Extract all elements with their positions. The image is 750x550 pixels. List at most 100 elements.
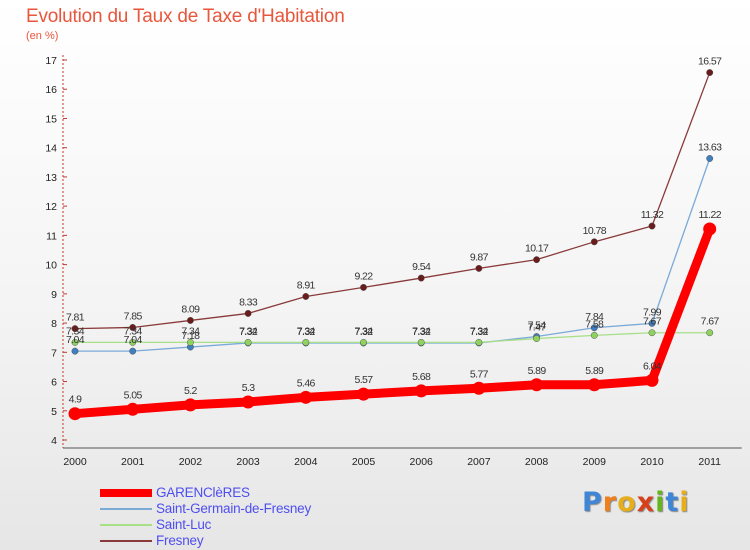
- logo-letter: P: [582, 487, 603, 518]
- data-point: [126, 402, 140, 416]
- data-point: [241, 395, 255, 409]
- series-line: [70, 224, 715, 419]
- data-point: [648, 222, 656, 230]
- x-tick-label: 2010: [640, 456, 664, 468]
- data-label: 7.58: [585, 318, 604, 330]
- y-tick-label: 12: [45, 201, 57, 213]
- legend-swatch: [100, 489, 152, 497]
- y-tick-label: 13: [45, 172, 57, 184]
- data-point: [71, 347, 79, 355]
- legend-swatch: [100, 524, 152, 526]
- data-point: [706, 69, 714, 77]
- data-label: 11.32: [641, 209, 664, 221]
- legend-label: Fresney: [156, 533, 204, 548]
- data-point: [129, 324, 137, 331]
- data-label: 7.99: [643, 306, 662, 318]
- data-label: 7.32: [297, 326, 316, 338]
- x-tick-label: 2005: [352, 456, 376, 468]
- data-label: 10.17: [525, 243, 549, 255]
- data-point: [360, 283, 367, 291]
- data-point: [244, 309, 252, 317]
- y-tick-label: 11: [46, 230, 57, 242]
- data-point: [648, 329, 656, 337]
- x-tick-label: 2003: [236, 456, 260, 468]
- legend-label: Saint-Germain-de-Fresney: [156, 501, 312, 516]
- y-tick-label: 9: [51, 289, 57, 301]
- logo-letter: r: [602, 487, 618, 518]
- data-label: 7.04: [66, 334, 85, 346]
- data-point: [590, 324, 598, 332]
- data-label: 7.32: [470, 326, 489, 338]
- chart-title: Evolution du Taux de Taxe d'Habitation: [26, 6, 345, 27]
- data-label: 4.9: [69, 394, 83, 406]
- proxiti-logo: Proxiti: [582, 487, 690, 518]
- data-label: 13.63: [698, 142, 722, 154]
- x-tick-label: 2009: [583, 456, 607, 468]
- x-tick-label: 2006: [410, 456, 434, 468]
- legend-swatch: [100, 540, 152, 542]
- data-point: [186, 338, 194, 346]
- data-point: [414, 384, 428, 398]
- data-label: 5.05: [124, 389, 143, 401]
- data-point: [68, 407, 82, 421]
- series-line: [74, 71, 711, 330]
- data-label: 5.57: [354, 374, 373, 386]
- data-label: 6.04: [643, 360, 662, 372]
- data-label: 7.67: [643, 316, 662, 328]
- logo-letter: i: [655, 487, 666, 518]
- y-tick-label: 15: [45, 113, 57, 125]
- legend-label: Saint-Luc: [156, 517, 212, 532]
- data-label: 7.34: [66, 325, 85, 337]
- data-label: 7.18: [181, 330, 200, 342]
- data-point: [590, 238, 598, 246]
- data-label: 9.54: [412, 261, 431, 273]
- data-point: [244, 338, 252, 346]
- data-point: [648, 319, 656, 327]
- data-point: [706, 329, 714, 337]
- data-label: 8.33: [239, 296, 258, 308]
- series-line: [74, 157, 711, 352]
- data-label: 7.34: [470, 325, 489, 337]
- data-label: 5.77: [470, 368, 489, 380]
- data-label: 8.09: [181, 303, 200, 315]
- y-tick-label: 5: [51, 406, 57, 418]
- data-point: [129, 338, 137, 346]
- x-tick-label: 2011: [698, 456, 721, 468]
- logo-letter: t: [665, 487, 680, 518]
- logo-letter: i: [679, 487, 690, 518]
- data-label: 5.3: [242, 382, 256, 394]
- data-label: 8.91: [297, 279, 316, 291]
- series-line: [74, 332, 711, 344]
- data-point: [475, 264, 483, 272]
- data-point: [533, 256, 541, 264]
- chart-subtitle: (en %): [26, 30, 59, 42]
- data-point: [706, 155, 714, 162]
- data-point: [703, 222, 717, 236]
- data-label: 5.68: [412, 371, 431, 383]
- data-point: [417, 338, 425, 346]
- y-tick-label: 4: [51, 435, 57, 447]
- data-point: [71, 325, 79, 333]
- data-point: [357, 387, 370, 401]
- data-label: 16.57: [698, 56, 722, 68]
- data-label: 7.34: [124, 325, 143, 337]
- x-tick-label: 2001: [121, 456, 145, 468]
- data-point: [299, 390, 313, 404]
- data-label: 5.89: [585, 365, 604, 377]
- x-tick-label: 2008: [525, 456, 549, 468]
- data-label: 11.22: [698, 209, 721, 221]
- data-label: 7.32: [239, 326, 258, 338]
- data-label: 5.2: [184, 385, 198, 397]
- data-point: [129, 347, 137, 355]
- data-point: [302, 338, 310, 346]
- data-point: [472, 381, 486, 395]
- data-label: 7.32: [412, 326, 431, 338]
- x-tick-label: 2000: [63, 456, 87, 468]
- data-point: [587, 378, 601, 392]
- data-label: 7.67: [701, 316, 720, 328]
- data-label: 7.34: [297, 325, 316, 337]
- data-point: [475, 338, 483, 346]
- y-tick-label: 14: [45, 143, 57, 155]
- data-point: [186, 316, 194, 324]
